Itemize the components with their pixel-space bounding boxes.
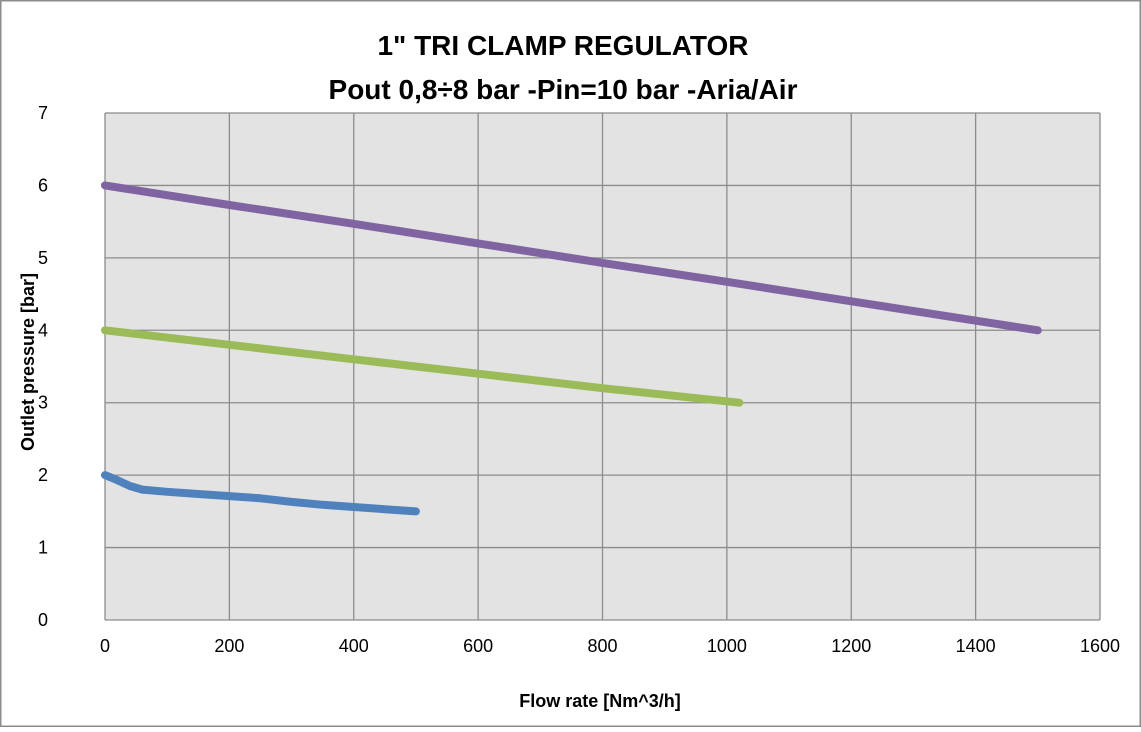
y-tick-labels: 0 1 2 3 4 5 6 7 [38,103,48,630]
y-tick-label: 7 [38,103,48,123]
x-tick-label: 1000 [707,636,747,656]
y-tick-label: 4 [38,320,48,340]
y-tick-label: 5 [38,248,48,268]
x-tick-label: 200 [214,636,244,656]
chart-subtitle: Pout 0,8÷8 bar -Pin=10 bar -Aria/Air [329,74,798,105]
y-tick-label: 1 [38,538,48,558]
series-line-3 [101,181,1042,335]
x-tick-label: 0 [100,636,110,656]
chart-title: 1" TRI CLAMP REGULATOR [377,30,748,61]
x-tick-label: 600 [463,636,493,656]
y-tick-label: 0 [38,610,48,630]
x-tick-label: 800 [587,636,617,656]
grid-lines [104,112,1101,621]
x-axis-title: Flow rate [Nm^3/h] [519,691,681,711]
series-line-1 [101,471,420,516]
x-tick-label: 1600 [1080,636,1120,656]
y-tick-label: 6 [38,175,48,195]
y-axis-title: Outlet pressure [bar] [18,273,38,451]
y-tick-label: 2 [38,465,48,485]
x-tick-label: 1400 [956,636,996,656]
x-tick-label: 1200 [831,636,871,656]
x-tick-label: 400 [339,636,369,656]
x-tick-labels: 0 200 400 600 800 1000 1200 1400 1600 [100,636,1120,656]
series-line-2 [101,326,744,407]
y-tick-label: 3 [38,393,48,413]
series-lines [101,181,1042,516]
